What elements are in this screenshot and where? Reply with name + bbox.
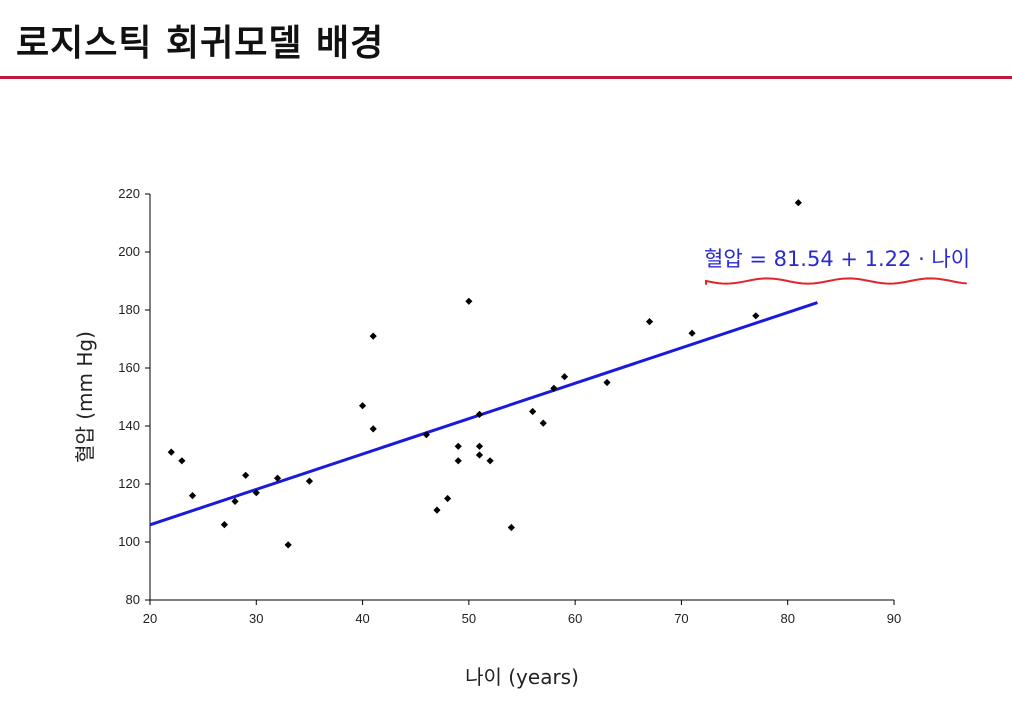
- y-tick-label: 80: [126, 592, 140, 607]
- x-tick-label: 90: [887, 611, 901, 626]
- data-point: [273, 474, 282, 482]
- y-tick-label: 100: [118, 534, 140, 549]
- x-tick-label: 60: [568, 611, 582, 626]
- data-point: [475, 451, 484, 459]
- data-point: [603, 378, 611, 387]
- data-point: [475, 442, 484, 450]
- data-point: [550, 384, 558, 392]
- data-point: [752, 312, 760, 320]
- title-rule: [0, 76, 1012, 79]
- data-points: [167, 199, 802, 549]
- x-tick-label: 70: [674, 611, 688, 626]
- data-point: [507, 523, 515, 532]
- x-tick-label: 30: [249, 611, 263, 626]
- data-point: [539, 419, 547, 427]
- x-tick-label: 50: [462, 611, 476, 626]
- data-point: [188, 492, 197, 500]
- data-point: [529, 407, 537, 416]
- data-point: [688, 329, 696, 337]
- regression-group: [149, 301, 818, 527]
- data-point: [794, 199, 802, 207]
- data-point: [422, 431, 430, 439]
- equation-underline-squiggle: [705, 277, 967, 285]
- x-tick-label: 80: [780, 611, 794, 626]
- y-tick-label: 160: [118, 360, 140, 375]
- data-point: [369, 425, 377, 433]
- data-point: [444, 494, 452, 503]
- regression-equation-label: 혈압 = 81.54 + 1.22 · 나이: [704, 247, 970, 271]
- data-point: [645, 318, 654, 326]
- data-point: [486, 457, 494, 465]
- data-point: [220, 521, 228, 529]
- data-point: [433, 506, 441, 514]
- y-tick-label: 180: [118, 302, 140, 317]
- data-point: [252, 489, 260, 497]
- y-tick-label: 120: [118, 476, 140, 491]
- x-tick-label: 40: [355, 611, 369, 626]
- data-point: [465, 297, 473, 305]
- data-point: [167, 448, 175, 456]
- y-tick-label: 200: [118, 244, 140, 259]
- x-tick-label: 20: [143, 611, 157, 626]
- data-point: [369, 332, 377, 340]
- data-point: [305, 477, 314, 485]
- x-axis-title: 나이 (years): [465, 665, 579, 689]
- chart-axes: 80 100 120 140 160 180 200 220 20 30 40 50 60 70 80 90: [118, 186, 901, 626]
- data-point: [454, 442, 462, 450]
- data-point: [178, 457, 186, 465]
- y-axis-title: 혈압 (mm Hg): [73, 331, 97, 463]
- data-point: [242, 471, 250, 479]
- y-tick-label: 140: [118, 418, 140, 433]
- data-point: [231, 497, 239, 505]
- data-point: [475, 410, 484, 418]
- y-tick-label: 220: [118, 186, 140, 201]
- data-point: [560, 373, 569, 381]
- slide-title: 로지스틱 회귀모델 배경: [16, 23, 385, 64]
- regression-line: [149, 301, 818, 527]
- data-point: [454, 457, 462, 465]
- data-point: [358, 402, 367, 410]
- data-point: [284, 541, 292, 549]
